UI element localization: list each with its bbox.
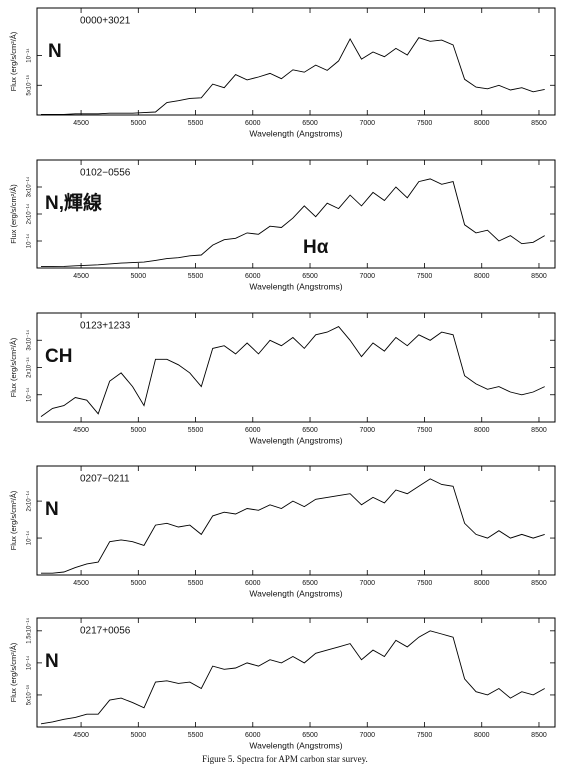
- x-tick-label: 5000: [131, 273, 147, 280]
- x-tick-label: 5000: [131, 120, 147, 127]
- x-tick-label: 5500: [188, 732, 204, 739]
- x-tick-label: 8500: [531, 580, 547, 587]
- x-tick-label: 5500: [188, 580, 204, 587]
- x-tick-label: 4500: [73, 120, 89, 127]
- star-name: 0000+3021: [80, 16, 131, 27]
- x-tick-label: 5500: [188, 427, 204, 434]
- spectrum-panel: 4500 5000 5500 6000 6500 7000 7500 8000 8500 10⁻¹…: [9, 465, 556, 598]
- y-tick-label: 10⁻¹⁴: [26, 233, 33, 248]
- x-tick-label: 8500: [531, 732, 547, 739]
- x-axis-label: Wavelength (Angstroms): [249, 588, 342, 598]
- x-tick-label: 7500: [417, 580, 433, 587]
- y-tick-label: 10⁻¹⁴: [26, 387, 33, 402]
- x-tick-label: 6500: [302, 732, 318, 739]
- star-name: 0217+0056: [80, 626, 131, 637]
- spectrum-line: [40, 630, 545, 725]
- y-tick-label: 3x10⁻¹⁴: [26, 329, 33, 350]
- y-axis-label: Flux (erg/s/cm²/Å): [9, 642, 18, 702]
- x-tick-label: 5000: [131, 427, 147, 434]
- x-tick-label: 6500: [302, 580, 318, 587]
- x-axis-label: Wavelength (Angstroms): [249, 128, 342, 138]
- x-tick-label: 7000: [359, 580, 375, 587]
- y-tick-label: 10⁻¹⁴: [26, 530, 33, 545]
- y-tick-label: 2x10⁻¹⁴: [26, 357, 33, 378]
- x-tick-label: 8500: [531, 273, 547, 280]
- x-tick-label: 8000: [474, 120, 490, 127]
- x-tick-label: 7500: [417, 732, 433, 739]
- x-tick-label: 5500: [188, 120, 204, 127]
- spectrum-line: [40, 326, 545, 417]
- y-tick-label: 5x10⁻¹⁵: [26, 684, 33, 705]
- x-tick-label: 4500: [73, 427, 89, 434]
- y-tick-label: 5x10⁻¹⁵: [26, 74, 33, 95]
- y-axis-label: Flux (erg/s/cm²/Å): [9, 337, 18, 397]
- x-tick-label: 6000: [245, 580, 261, 587]
- x-tick-label: 8500: [531, 427, 547, 434]
- x-axis-label: Wavelength (Angstroms): [249, 435, 342, 445]
- x-tick-label: 7000: [359, 732, 375, 739]
- spectrum-panel: 4500 5000 5500 6000 6500 7000 7500 8000 8500 5x10…: [9, 617, 556, 750]
- x-tick-label: 8500: [531, 120, 547, 127]
- x-tick-label: 5000: [131, 580, 147, 587]
- class-annotation: CH: [45, 346, 72, 367]
- plot-frame: [36, 7, 556, 116]
- spectrum-panel: 4500 5000 5500 6000 6500 7000 7500 8000 8500 10⁻¹…: [9, 312, 556, 445]
- x-tick-label: 7000: [359, 273, 375, 280]
- x-tick-label: 7500: [417, 427, 433, 434]
- x-tick-label: 7000: [359, 120, 375, 127]
- x-tick-label: 8000: [474, 427, 490, 434]
- class-annotation: N,輝線: [45, 191, 102, 214]
- x-tick-label: 6000: [245, 273, 261, 280]
- caption: Figure 5. Spectra for APM carbon star su…: [202, 754, 368, 764]
- x-axis-label: Wavelength (Angstroms): [249, 740, 342, 750]
- y-tick-label: 2x10⁻¹⁴: [26, 490, 33, 511]
- x-tick-label: 5500: [188, 273, 204, 280]
- class-annotation: N: [48, 41, 62, 62]
- y-tick-label: 10⁻¹⁴: [26, 655, 33, 670]
- y-tick-label: 1.5x10⁻¹⁴: [26, 618, 33, 644]
- star-name: 0123+1233: [80, 321, 131, 332]
- star-name: 0102−0556: [80, 168, 131, 179]
- plot-frame: [36, 465, 556, 576]
- x-tick-label: 6000: [245, 427, 261, 434]
- x-tick-label: 7500: [417, 120, 433, 127]
- y-tick-label: 3x10⁻¹⁴: [26, 176, 33, 197]
- x-tick-label: 8000: [474, 732, 490, 739]
- x-tick-label: 6500: [302, 427, 318, 434]
- x-tick-label: 4500: [73, 580, 89, 587]
- spectrum-panel: 4500 5000 5500 6000 6500 7000 7500 8000 8500 5x10…: [9, 7, 556, 138]
- x-tick-label: 4500: [73, 732, 89, 739]
- x-tick-label: 5000: [131, 732, 147, 739]
- class-annotation: Hα: [303, 237, 329, 258]
- class-annotation: N: [45, 651, 59, 672]
- y-axis-label: Flux (erg/s/cm²/Å): [9, 184, 18, 244]
- spectrum-line: [41, 178, 545, 268]
- y-tick-label: 10⁻¹⁴: [26, 48, 33, 63]
- x-tick-label: 7500: [417, 273, 433, 280]
- class-annotation: N: [45, 499, 59, 520]
- x-tick-label: 4500: [73, 273, 89, 280]
- spectrum-panel: 4500 5000 5500 6000 6500 7000 7500 8000 8500 10⁻¹…: [9, 159, 556, 291]
- x-tick-label: 6500: [302, 120, 318, 127]
- plot-frame: [36, 617, 556, 728]
- x-tick-label: 6000: [245, 120, 261, 127]
- x-tick-label: 6500: [302, 273, 318, 280]
- x-tick-label: 8000: [474, 273, 490, 280]
- x-axis-label: Wavelength (Angstroms): [249, 281, 342, 291]
- x-tick-label: 6000: [245, 732, 261, 739]
- spectrum-line: [41, 478, 545, 574]
- y-axis-label: Flux (erg/s/cm²/Å): [9, 31, 18, 91]
- star-name: 0207−0211: [80, 474, 130, 485]
- spectrum-line: [41, 37, 545, 115]
- y-tick-label: 2x10⁻¹⁴: [26, 203, 33, 224]
- y-axis-label: Flux (erg/s/cm²/Å): [9, 490, 18, 550]
- x-tick-label: 7000: [359, 427, 375, 434]
- x-tick-label: 8000: [474, 580, 490, 587]
